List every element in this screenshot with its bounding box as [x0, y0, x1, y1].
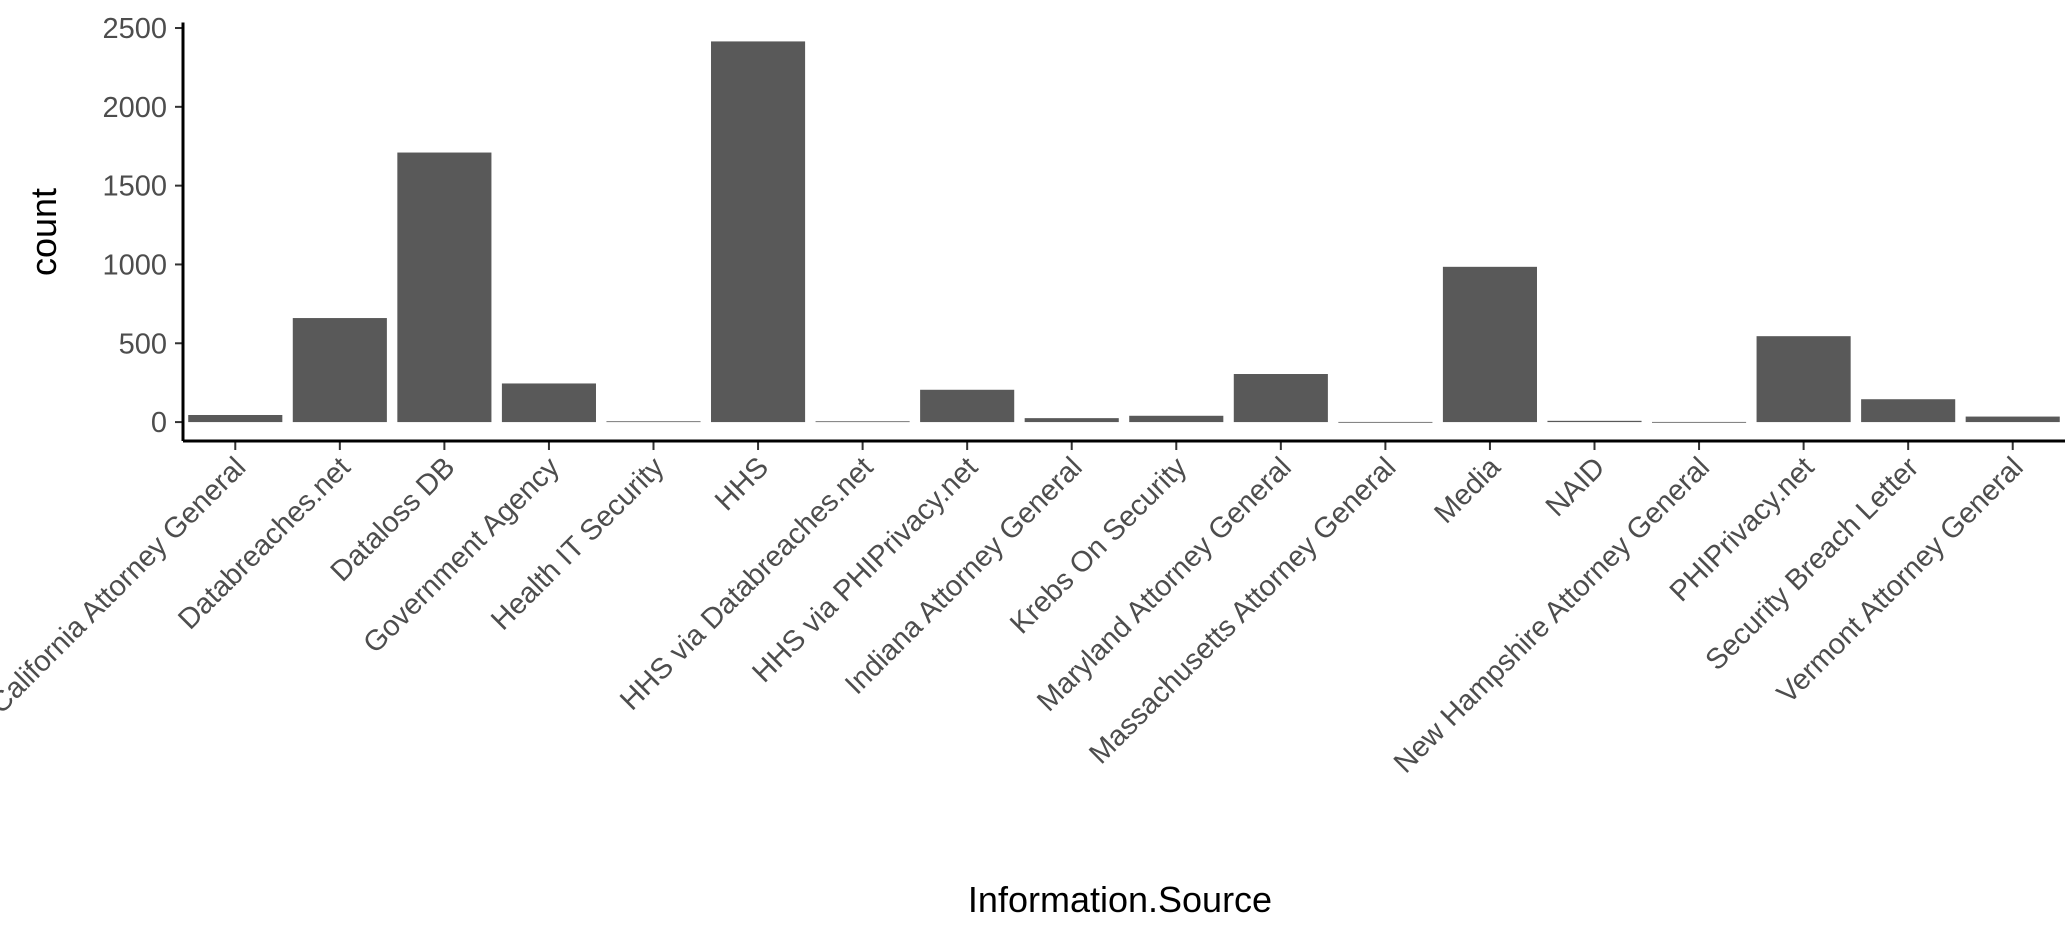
x-tick-label: HHS — [709, 451, 775, 517]
bar — [292, 318, 387, 423]
y-tick-label: 2000 — [102, 92, 167, 124]
y-tick-label: 1000 — [102, 249, 167, 281]
x-axis-title: Information.Source — [968, 879, 1272, 920]
bar — [1756, 336, 1851, 423]
bar — [1861, 399, 1956, 423]
bar — [920, 389, 1015, 423]
bar — [1024, 418, 1119, 423]
y-tick-label: 0 — [151, 407, 167, 439]
y-tick-label: 2500 — [102, 13, 167, 45]
bar — [1965, 416, 2060, 423]
x-tick-label: Government Agency — [357, 451, 566, 660]
bar — [1233, 374, 1328, 423]
y-tick-label: 500 — [119, 328, 167, 360]
bar — [711, 41, 806, 423]
y-tick-label: 1500 — [102, 171, 167, 203]
bar — [1442, 266, 1537, 423]
x-tick-label: Krebs On Security — [1004, 451, 1193, 640]
bar — [606, 421, 701, 423]
x-tick-label: Databreaches.net — [172, 451, 357, 636]
bar — [501, 383, 596, 423]
bar — [1652, 421, 1747, 423]
bar — [815, 421, 910, 423]
bar — [188, 414, 283, 423]
bar — [1129, 415, 1224, 423]
x-tick-label: NAID — [1540, 451, 1612, 523]
x-tick-label: Media — [1428, 451, 1507, 530]
bar — [1338, 421, 1433, 423]
y-axis-title: count — [23, 188, 64, 276]
x-tick-label: Health IT Security — [485, 451, 671, 637]
bar — [397, 152, 492, 423]
x-tick-label: Security Breach Letter — [1700, 451, 1926, 677]
bar — [1547, 420, 1642, 423]
